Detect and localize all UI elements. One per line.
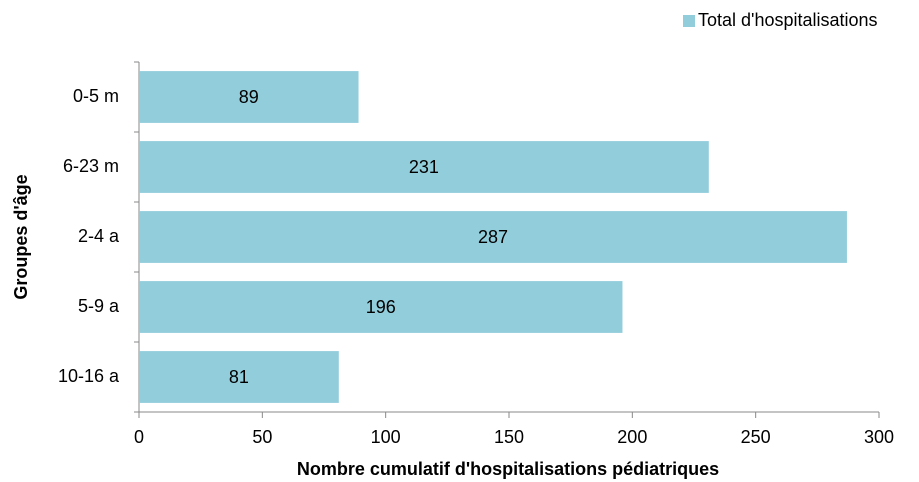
bar xyxy=(139,141,709,193)
data-label: 287 xyxy=(478,227,508,247)
x-tick-label: 150 xyxy=(494,427,524,447)
y-axis-title: Groupes d'âge xyxy=(11,174,31,299)
data-label: 89 xyxy=(239,87,259,107)
x-tick-label: 50 xyxy=(252,427,272,447)
y-tick-label: 10-16 a xyxy=(58,366,120,386)
y-tick-label: 0-5 m xyxy=(73,86,119,106)
bar xyxy=(139,351,339,403)
y-tick-label: 6-23 m xyxy=(63,156,119,176)
bar xyxy=(139,211,847,263)
data-label: 231 xyxy=(409,157,439,177)
x-tick-label: 300 xyxy=(864,427,894,447)
x-tick-label: 250 xyxy=(741,427,771,447)
data-label: 81 xyxy=(229,367,249,387)
legend-label: Total d'hospitalisations xyxy=(698,10,878,30)
x-axis-title: Nombre cumulatif d'hospitalisations pédi… xyxy=(297,459,719,479)
y-tick-label: 2-4 a xyxy=(78,226,120,246)
bar xyxy=(139,71,359,123)
data-label: 196 xyxy=(366,297,396,317)
x-tick-label: 100 xyxy=(371,427,401,447)
x-tick-label: 200 xyxy=(617,427,647,447)
y-tick-label: 5-9 a xyxy=(78,296,120,316)
bar xyxy=(139,281,623,333)
x-tick-label: 0 xyxy=(134,427,144,447)
legend-swatch xyxy=(683,15,695,27)
